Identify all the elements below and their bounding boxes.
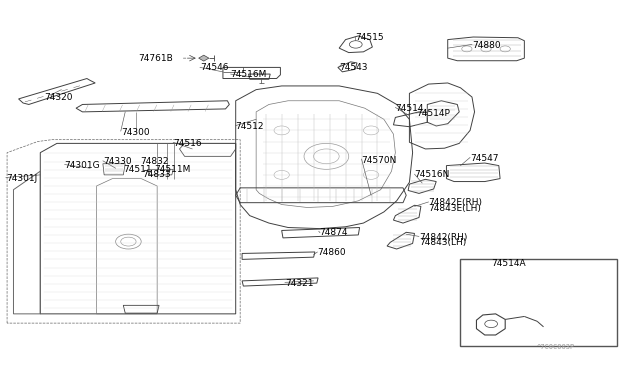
Text: 74880: 74880 [472, 41, 500, 50]
Text: 74301J: 74301J [6, 174, 37, 183]
Text: 74511M: 74511M [154, 165, 190, 174]
Text: 74514A: 74514A [491, 259, 526, 268]
Text: 74514: 74514 [396, 104, 424, 113]
Text: 74547: 74547 [470, 154, 499, 163]
Text: 74842(RH): 74842(RH) [419, 232, 467, 242]
Text: 74843(LH): 74843(LH) [419, 238, 466, 247]
Text: 74301G: 74301G [65, 161, 100, 170]
Text: 74300: 74300 [121, 128, 149, 137]
Text: 74516N: 74516N [415, 170, 450, 179]
Text: 74330: 74330 [103, 157, 131, 166]
Text: 74570N: 74570N [362, 155, 397, 164]
Text: 74874: 74874 [319, 228, 348, 237]
Text: 74832: 74832 [140, 157, 168, 166]
Text: 74512: 74512 [236, 122, 264, 131]
Text: 74543: 74543 [339, 63, 367, 72]
Text: 74320: 74320 [44, 93, 72, 102]
Text: 74516M: 74516M [230, 70, 267, 79]
Text: 74860: 74860 [317, 248, 346, 257]
Text: 74321: 74321 [285, 279, 314, 288]
Text: 74842E(RH): 74842E(RH) [429, 198, 483, 207]
Text: 74514P: 74514P [416, 109, 450, 118]
Text: 74516: 74516 [173, 139, 202, 148]
Text: 74511: 74511 [124, 165, 152, 174]
Text: 74843E(LH): 74843E(LH) [429, 205, 481, 214]
Polygon shape [198, 55, 209, 61]
Text: ^7C0C003P: ^7C0C003P [537, 344, 575, 350]
Text: 74833: 74833 [143, 170, 171, 179]
Text: 74761B: 74761B [138, 54, 173, 62]
Text: 74546: 74546 [200, 63, 228, 72]
Text: 74515: 74515 [355, 33, 384, 42]
